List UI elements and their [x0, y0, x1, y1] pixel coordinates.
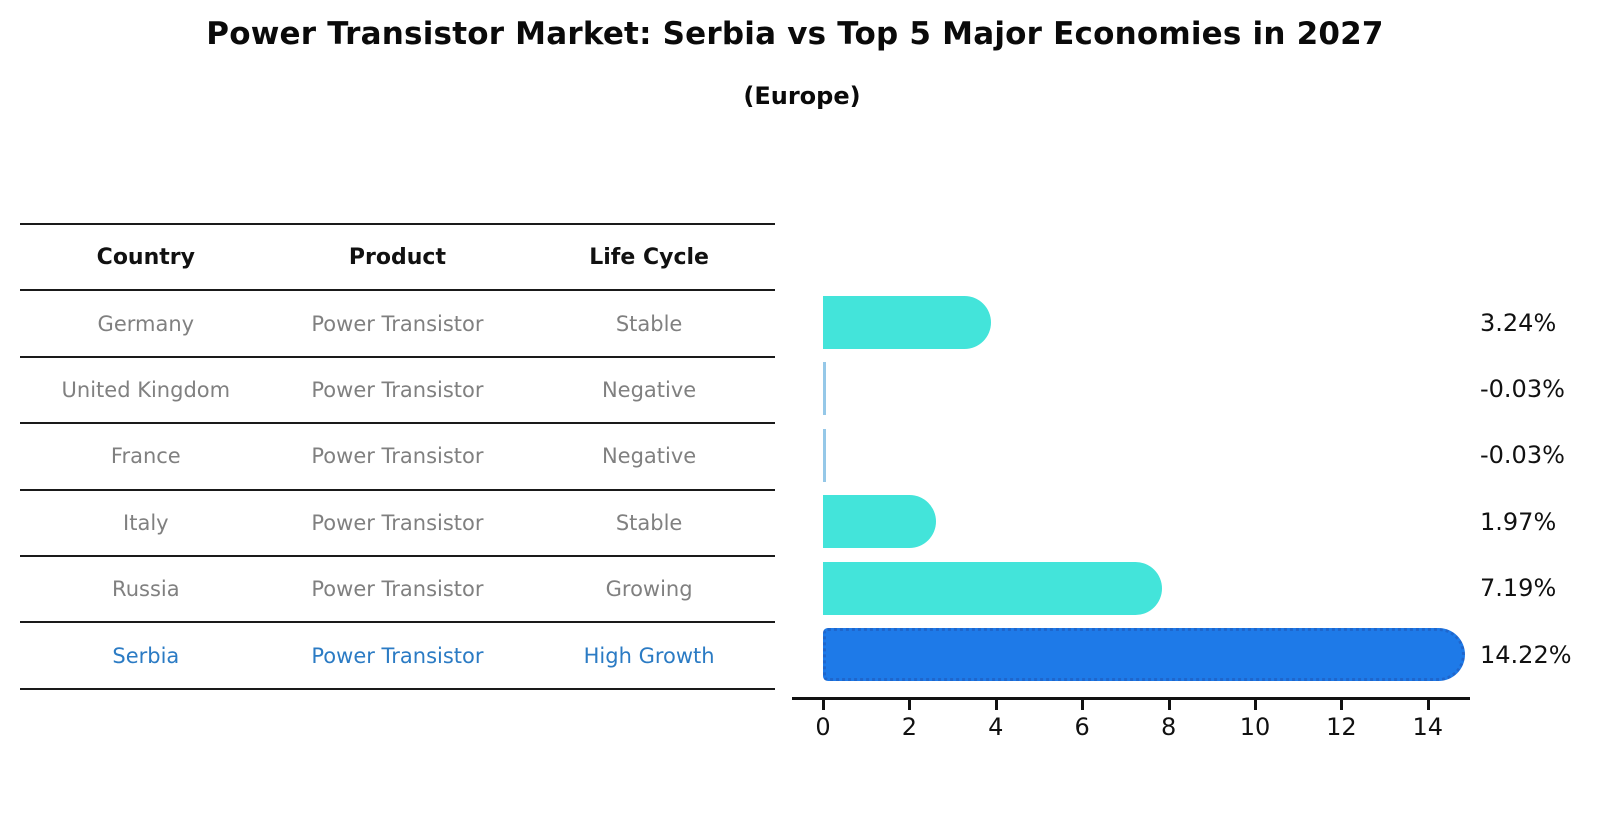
x-tick-label: 0 — [815, 713, 831, 741]
x-tick-label: 2 — [901, 713, 918, 741]
table-cell-life-cycle: Stable — [615, 510, 683, 535]
bar-germany — [823, 296, 991, 349]
table-cell-product: Power Transistor — [311, 311, 484, 336]
x-tick-label: 4 — [988, 713, 1004, 741]
table-cell-country: Germany — [97, 311, 195, 336]
bar-russia — [823, 561, 1162, 615]
table-cell-country: United Kingdom — [61, 377, 231, 402]
table-row: Germany Power Transistor Stable — [20, 291, 775, 358]
table-body: Germany Power Transistor Stable United King… — [20, 291, 775, 690]
country-table: Country Product Life Cycle Germany Power Tr… — [20, 223, 775, 690]
table-cell-life-cycle: High Growth — [583, 643, 715, 668]
table-cell-life-cycle: Negative — [601, 377, 697, 402]
value-label: -0.03% — [1480, 374, 1565, 403]
table-header-cell: Life Cycle — [589, 244, 709, 270]
x-tick-label: 6 — [1074, 713, 1090, 741]
x-tick — [1426, 700, 1430, 710]
table-cell-product: Power Transistor — [311, 577, 484, 602]
table-cell-country: Italy — [123, 510, 169, 535]
value-label: 14.22% — [1480, 640, 1572, 669]
table-header-row: Country Product Life Cycle — [20, 225, 775, 292]
x-tick-label: 10 — [1239, 713, 1271, 741]
table-cell-product: Power Transistor — [311, 643, 484, 668]
table-cell-product: Power Transistor — [311, 377, 484, 402]
table-row: Italy Power Transistor Stable — [20, 491, 775, 557]
table-cell-product: Power Transistor — [311, 444, 484, 469]
x-tick-label: 8 — [1160, 713, 1177, 741]
value-label: -0.03% — [1480, 441, 1565, 470]
bar-italy — [823, 495, 937, 549]
bar-france — [823, 428, 826, 482]
table-cell-product: Power Transistor — [311, 510, 484, 535]
table-row: Russia Power Transistor Growing — [20, 557, 775, 624]
x-axis-line — [792, 697, 1470, 700]
table-row: Serbia Power Transistor High Growth — [20, 623, 775, 690]
table-cell-country: Serbia — [112, 643, 180, 668]
x-tick — [822, 700, 825, 710]
value-label: 3.24% — [1480, 308, 1557, 337]
table-cell-country: Russia — [112, 577, 180, 602]
bar-serbia-highlight — [823, 628, 1466, 681]
x-tick — [1340, 700, 1344, 710]
x-tick — [1167, 700, 1171, 710]
table-cell-life-cycle: Negative — [601, 444, 697, 469]
x-tick — [908, 700, 912, 710]
chart-title: Power Transistor Market: Serbia vs Top 5… — [206, 16, 1384, 52]
table-header-cell: Country — [96, 244, 195, 270]
table-cell-country: France — [110, 444, 181, 469]
x-tick-label: 14 — [1412, 713, 1444, 741]
chart-subtitle: (Europe) — [743, 82, 861, 110]
table-cell-life-cycle: Growing — [605, 577, 693, 602]
table-row: United Kingdom Power Transistor Negative — [20, 358, 775, 425]
table-row: France Power Transistor Negative — [20, 424, 775, 491]
x-tick — [1254, 700, 1257, 710]
x-tick — [994, 700, 998, 710]
table-header-cell: Product — [348, 244, 446, 270]
table-cell-life-cycle: Stable — [615, 311, 683, 336]
value-label: 7.19% — [1480, 574, 1557, 603]
x-tick — [1081, 700, 1085, 710]
x-tick-label: 12 — [1326, 713, 1357, 741]
bar-united-kingdom — [823, 362, 826, 416]
value-label: 1.97% — [1480, 507, 1557, 536]
